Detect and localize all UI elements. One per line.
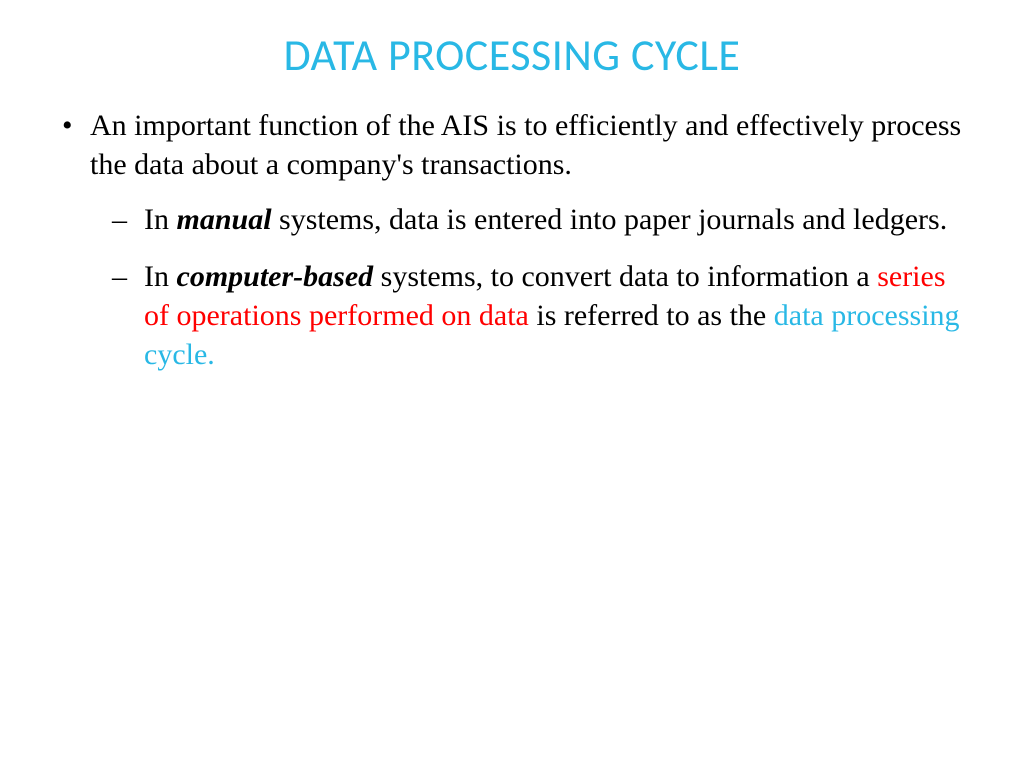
bullet-level1-item: An important function of the AIS is to e…	[48, 106, 976, 374]
sub2-prefix: In	[144, 260, 177, 293]
bullet-level2-item-2: In computer-based systems, to convert da…	[90, 257, 976, 374]
sub2-emphasis: computer-based	[177, 260, 374, 293]
sub1-suffix: systems, data is entered into paper jour…	[272, 203, 948, 236]
bullet-level2-item-1: In manual systems, data is entered into …	[90, 200, 976, 239]
slide-title: DATA PROCESSING CYCLE	[48, 28, 976, 82]
sub2-mid1: systems, to convert data to information …	[373, 260, 877, 293]
sub1-prefix: In	[144, 203, 177, 236]
sub1-emphasis: manual	[177, 203, 272, 236]
bullet1-text: An important function of the AIS is to e…	[90, 109, 961, 181]
sub2-mid2: is referred to as the	[529, 299, 774, 332]
slide-content: An important function of the AIS is to e…	[48, 106, 976, 374]
